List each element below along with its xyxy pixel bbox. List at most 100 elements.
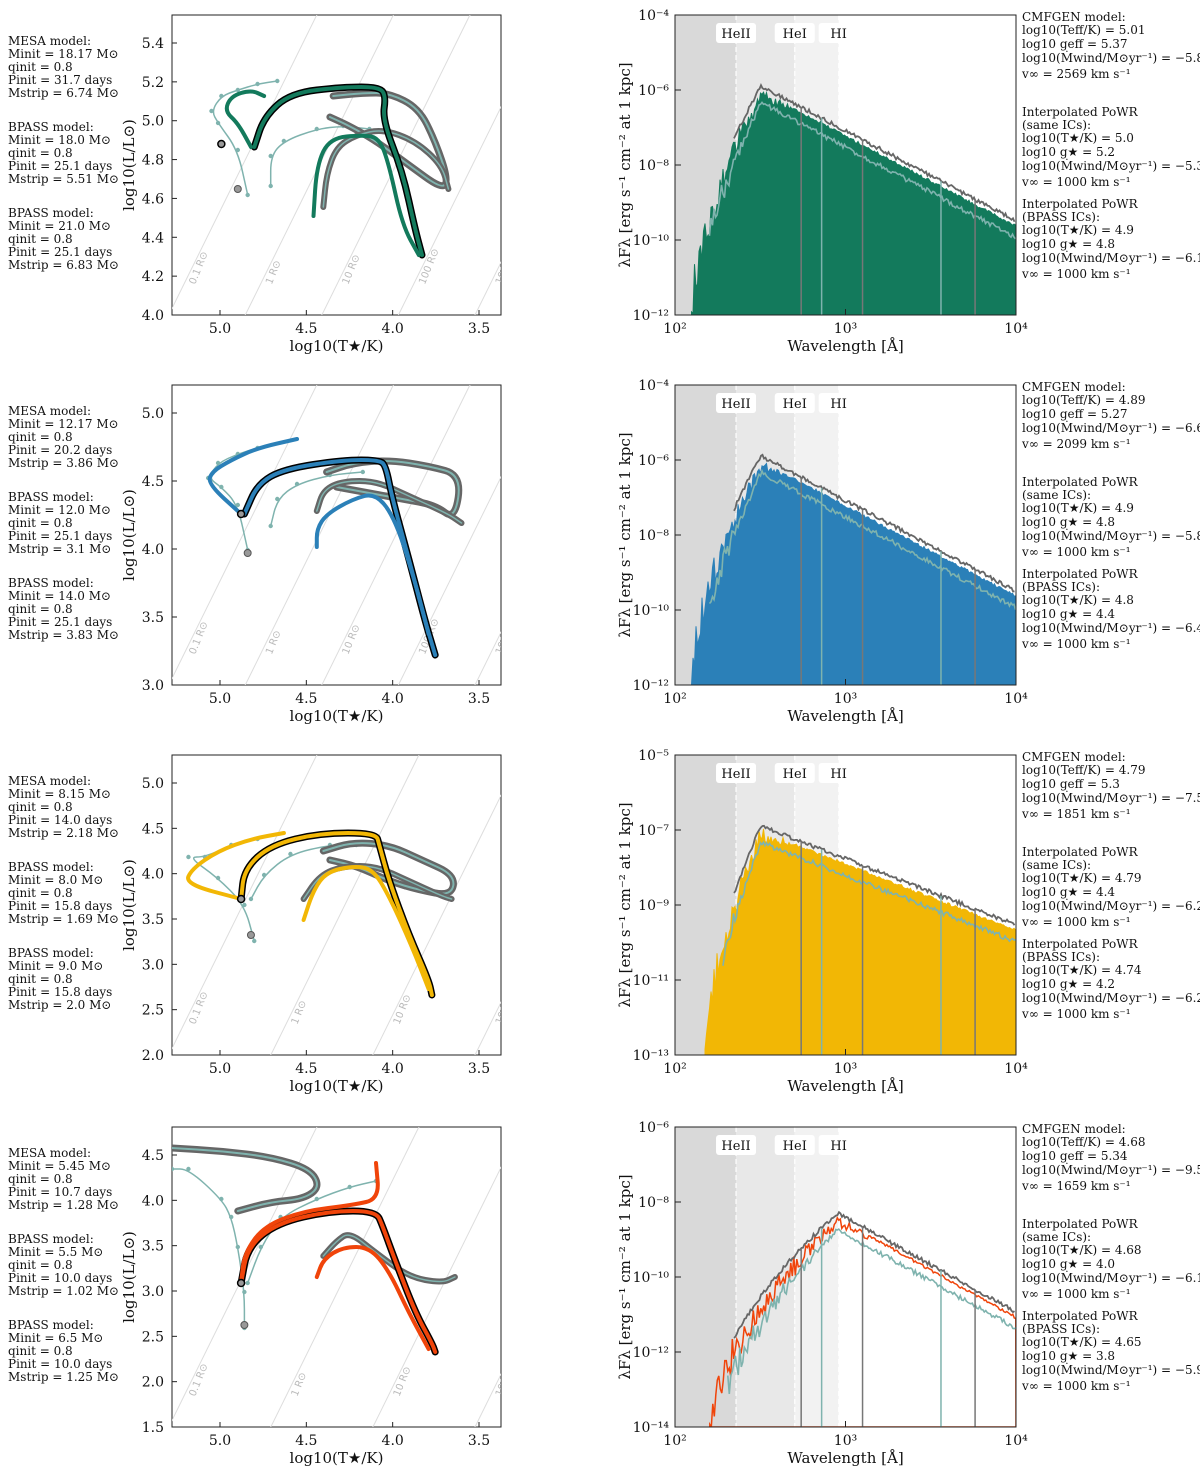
sed-ytick-label: 10⁻¹²	[633, 1345, 669, 1361]
bpass-track-a-point	[242, 902, 247, 908]
mesa-track-low	[314, 493, 431, 636]
info-line: log10(Ṁwind/M⊙yr⁻¹) = −6.2	[1022, 990, 1200, 1005]
info-heading: Interpolated PoWR	[1022, 1217, 1139, 1231]
edge-label-hei: HeI	[783, 767, 807, 782]
mesa-track-low	[314, 1245, 431, 1351]
legend-line: qinit = 0.8	[8, 1344, 73, 1358]
bpass-track-a-point	[242, 1289, 247, 1295]
bpass-track-a-point	[215, 120, 221, 126]
sed-ytick-label: 10⁻⁴	[638, 378, 669, 394]
iso-radius-line	[172, 385, 318, 680]
edge-label-hei: HeI	[783, 397, 807, 412]
hr-xtick-label: 4.0	[382, 691, 404, 707]
bpass-track-a-point	[186, 1166, 191, 1172]
info-line: log10(Ṁwind/M⊙yr⁻¹) = −5.9	[1022, 1362, 1200, 1377]
sed-ytick-label: 10⁻¹⁰	[633, 1270, 670, 1286]
hr-ytick-label: 4.0	[142, 542, 164, 558]
legend-line: qinit = 0.8	[8, 146, 73, 160]
hr-plot-area	[171, 14, 502, 316]
hr-xtick-label: 3.5	[468, 1061, 490, 1077]
info-line: v∞ = 1000 km s⁻¹	[1021, 545, 1131, 559]
bpass-track-a-branch-point	[288, 851, 293, 857]
hr-ytick-label: 4.8	[142, 153, 164, 169]
legend-line: Mstrip = 2.18 M⊙	[8, 826, 119, 840]
info-heading: (same ICs):	[1022, 858, 1091, 872]
hr-xlabel: log10(T★/K)	[290, 1077, 384, 1095]
hr-ytick-label: 3.0	[142, 678, 164, 694]
bpass-track-a-branch-point	[360, 469, 366, 475]
sed-ytick-label: 10⁻⁸	[638, 1195, 669, 1211]
legend-line: qinit = 0.8	[8, 1258, 73, 1272]
info-heading: Interpolated PoWR	[1022, 845, 1139, 859]
cmfgen-spectrum	[690, 90, 1016, 315]
bpass-track-a-point	[235, 147, 240, 153]
hr-diagram: 0.1 R⊙ 1 R⊙ 10 R⊙ 100 R⊙ 1000 R⊙ 5.0 4.5 4.0 3.5…	[120, 384, 502, 725]
legend-line: qinit = 0.8	[8, 886, 73, 900]
hr-ytick-label: 3.0	[142, 957, 164, 973]
sed-inner	[675, 1127, 1016, 1427]
bpass-track-a-branch-point	[261, 872, 267, 878]
sed-ytick-label: 10⁻⁶	[638, 83, 669, 99]
powr-same-spectrum	[733, 453, 1015, 593]
legend-line: qinit = 0.8	[8, 800, 73, 814]
hr-ytick-label: 3.5	[142, 1239, 164, 1255]
hr-xtick-label: 5.0	[209, 691, 231, 707]
legend-line: Minit = 8.15 M⊙	[8, 787, 111, 801]
info-line: log10 g★ = 4.4	[1022, 607, 1115, 621]
bpass-track-b-inner	[322, 130, 450, 208]
info-heading: (BPASS ICs):	[1022, 1322, 1100, 1336]
bpass-track-a-point	[235, 502, 240, 508]
sed-xtick-label: 10⁴	[1004, 1061, 1028, 1077]
edge-label-box	[716, 393, 757, 413]
sed-ytick-label: 10⁻⁷	[638, 823, 669, 839]
sed-xtick-label: 10³	[834, 691, 857, 707]
sed-xlabel: Wavelength [Å]	[787, 707, 903, 725]
legend-line: Minit = 12.0 M⊙	[8, 503, 111, 517]
hr-ytick-label: 1.5	[142, 1420, 164, 1436]
info-line: log10(T★/K) = 4.79	[1022, 871, 1142, 885]
legend-line: Pinit = 20.2 days	[8, 443, 112, 457]
info-line: v∞ = 1000 km s⁻¹	[1021, 175, 1131, 189]
info-heading: Interpolated PoWR	[1022, 197, 1139, 211]
bpass-track-a-point	[219, 484, 224, 490]
bpass-track-b-loop-inner	[172, 1147, 318, 1212]
panel-row-2: MESA model:Minit = 12.17 M⊙qinit = 0.8Pi…	[8, 378, 1200, 725]
panel-row-4: MESA model:Minit = 5.45 M⊙qinit = 0.8Pin…	[8, 1120, 1200, 1467]
hr-ytick-label: 5.0	[142, 114, 164, 130]
panel-row-3: MESA model:Minit = 8.15 M⊙qinit = 0.8Pin…	[8, 748, 1200, 1095]
info-line: v∞ = 1000 km s⁻¹	[1021, 1007, 1131, 1021]
edge-label-hi: HI	[830, 1139, 846, 1154]
legend-heading: MESA model:	[8, 404, 91, 418]
bpass-track-a-point	[215, 875, 221, 881]
legend-line: Minit = 18.0 M⊙	[8, 133, 111, 147]
sed-ytick-label: 10⁻¹⁰	[633, 233, 670, 249]
mesa-track-early	[207, 437, 299, 516]
info-line: log10 geff = 5.3	[1022, 777, 1120, 791]
mesa-stripped-marker	[236, 509, 246, 519]
hr-ytick-label: 4.5	[142, 821, 164, 837]
hr-ylabel: log10(L/L⊙)	[120, 119, 138, 211]
bpass-stripped-marker	[243, 549, 252, 557]
iso-radius-line	[270, 755, 420, 1055]
hr-ytick-label: 2.5	[142, 1329, 164, 1345]
hr-ytick-label: 5.0	[142, 776, 164, 792]
iso-radius-line	[397, 106, 501, 315]
hr-ytick-label: 5.4	[142, 36, 164, 52]
legend-line: qinit = 0.8	[8, 1172, 73, 1186]
hr-xtick-label: 4.5	[295, 1061, 317, 1077]
hr-ytick-label: 3.0	[142, 1284, 164, 1300]
hr-ytick-label: 3.5	[142, 610, 164, 626]
mesa-stripped-marker	[236, 1278, 246, 1288]
edge-label-box	[774, 23, 815, 43]
hr-diagram: 0.1 R⊙ 1 R⊙ 10 R⊙ 100 R⊙4.54.03.53.02.52.01…	[120, 1126, 502, 1467]
edge-label-box	[774, 393, 815, 413]
info-heading: CMFGEN model:	[1022, 10, 1126, 24]
bpass-track-a-branch	[246, 1180, 377, 1284]
bpass-track-a-point	[252, 938, 257, 944]
hr-xtick-label: 4.5	[295, 1433, 317, 1449]
bpass-track-a-point	[235, 1244, 240, 1250]
edge-label-hi: HI	[830, 397, 846, 412]
legend-line: Pinit = 25.1 days	[8, 245, 112, 259]
